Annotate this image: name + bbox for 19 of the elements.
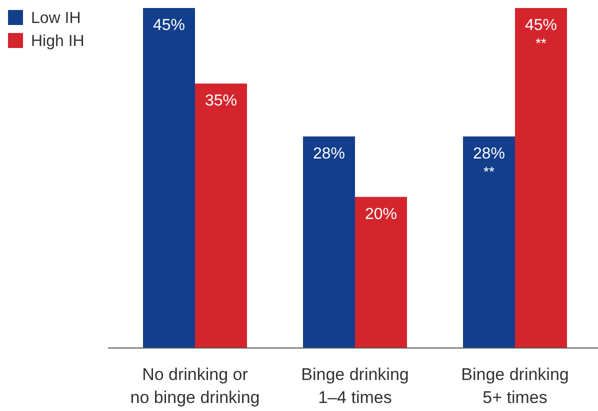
bar [515,8,567,348]
data-label: 20% [364,206,398,223]
bar [143,8,195,348]
data-label: 35% [204,92,238,110]
data-label: 45% [524,17,558,34]
bar [463,136,515,348]
bar [195,84,247,348]
x-tick-label: Binge drinking 5+ times [461,365,569,407]
annotation: ** [536,35,547,51]
x-tick-label: Binge drinking 1–4 times [301,365,409,407]
bar [355,196,407,348]
x-tick-label: No drinking or no binge drinking [130,365,260,407]
bar [303,136,355,348]
data-label: 28% [312,145,346,162]
legend-label: Low IH [31,10,81,27]
data-label: 45% [152,17,186,34]
legend-label: High IH [31,33,84,50]
data-label: 28% [472,145,506,162]
annotation: ** [484,163,495,180]
